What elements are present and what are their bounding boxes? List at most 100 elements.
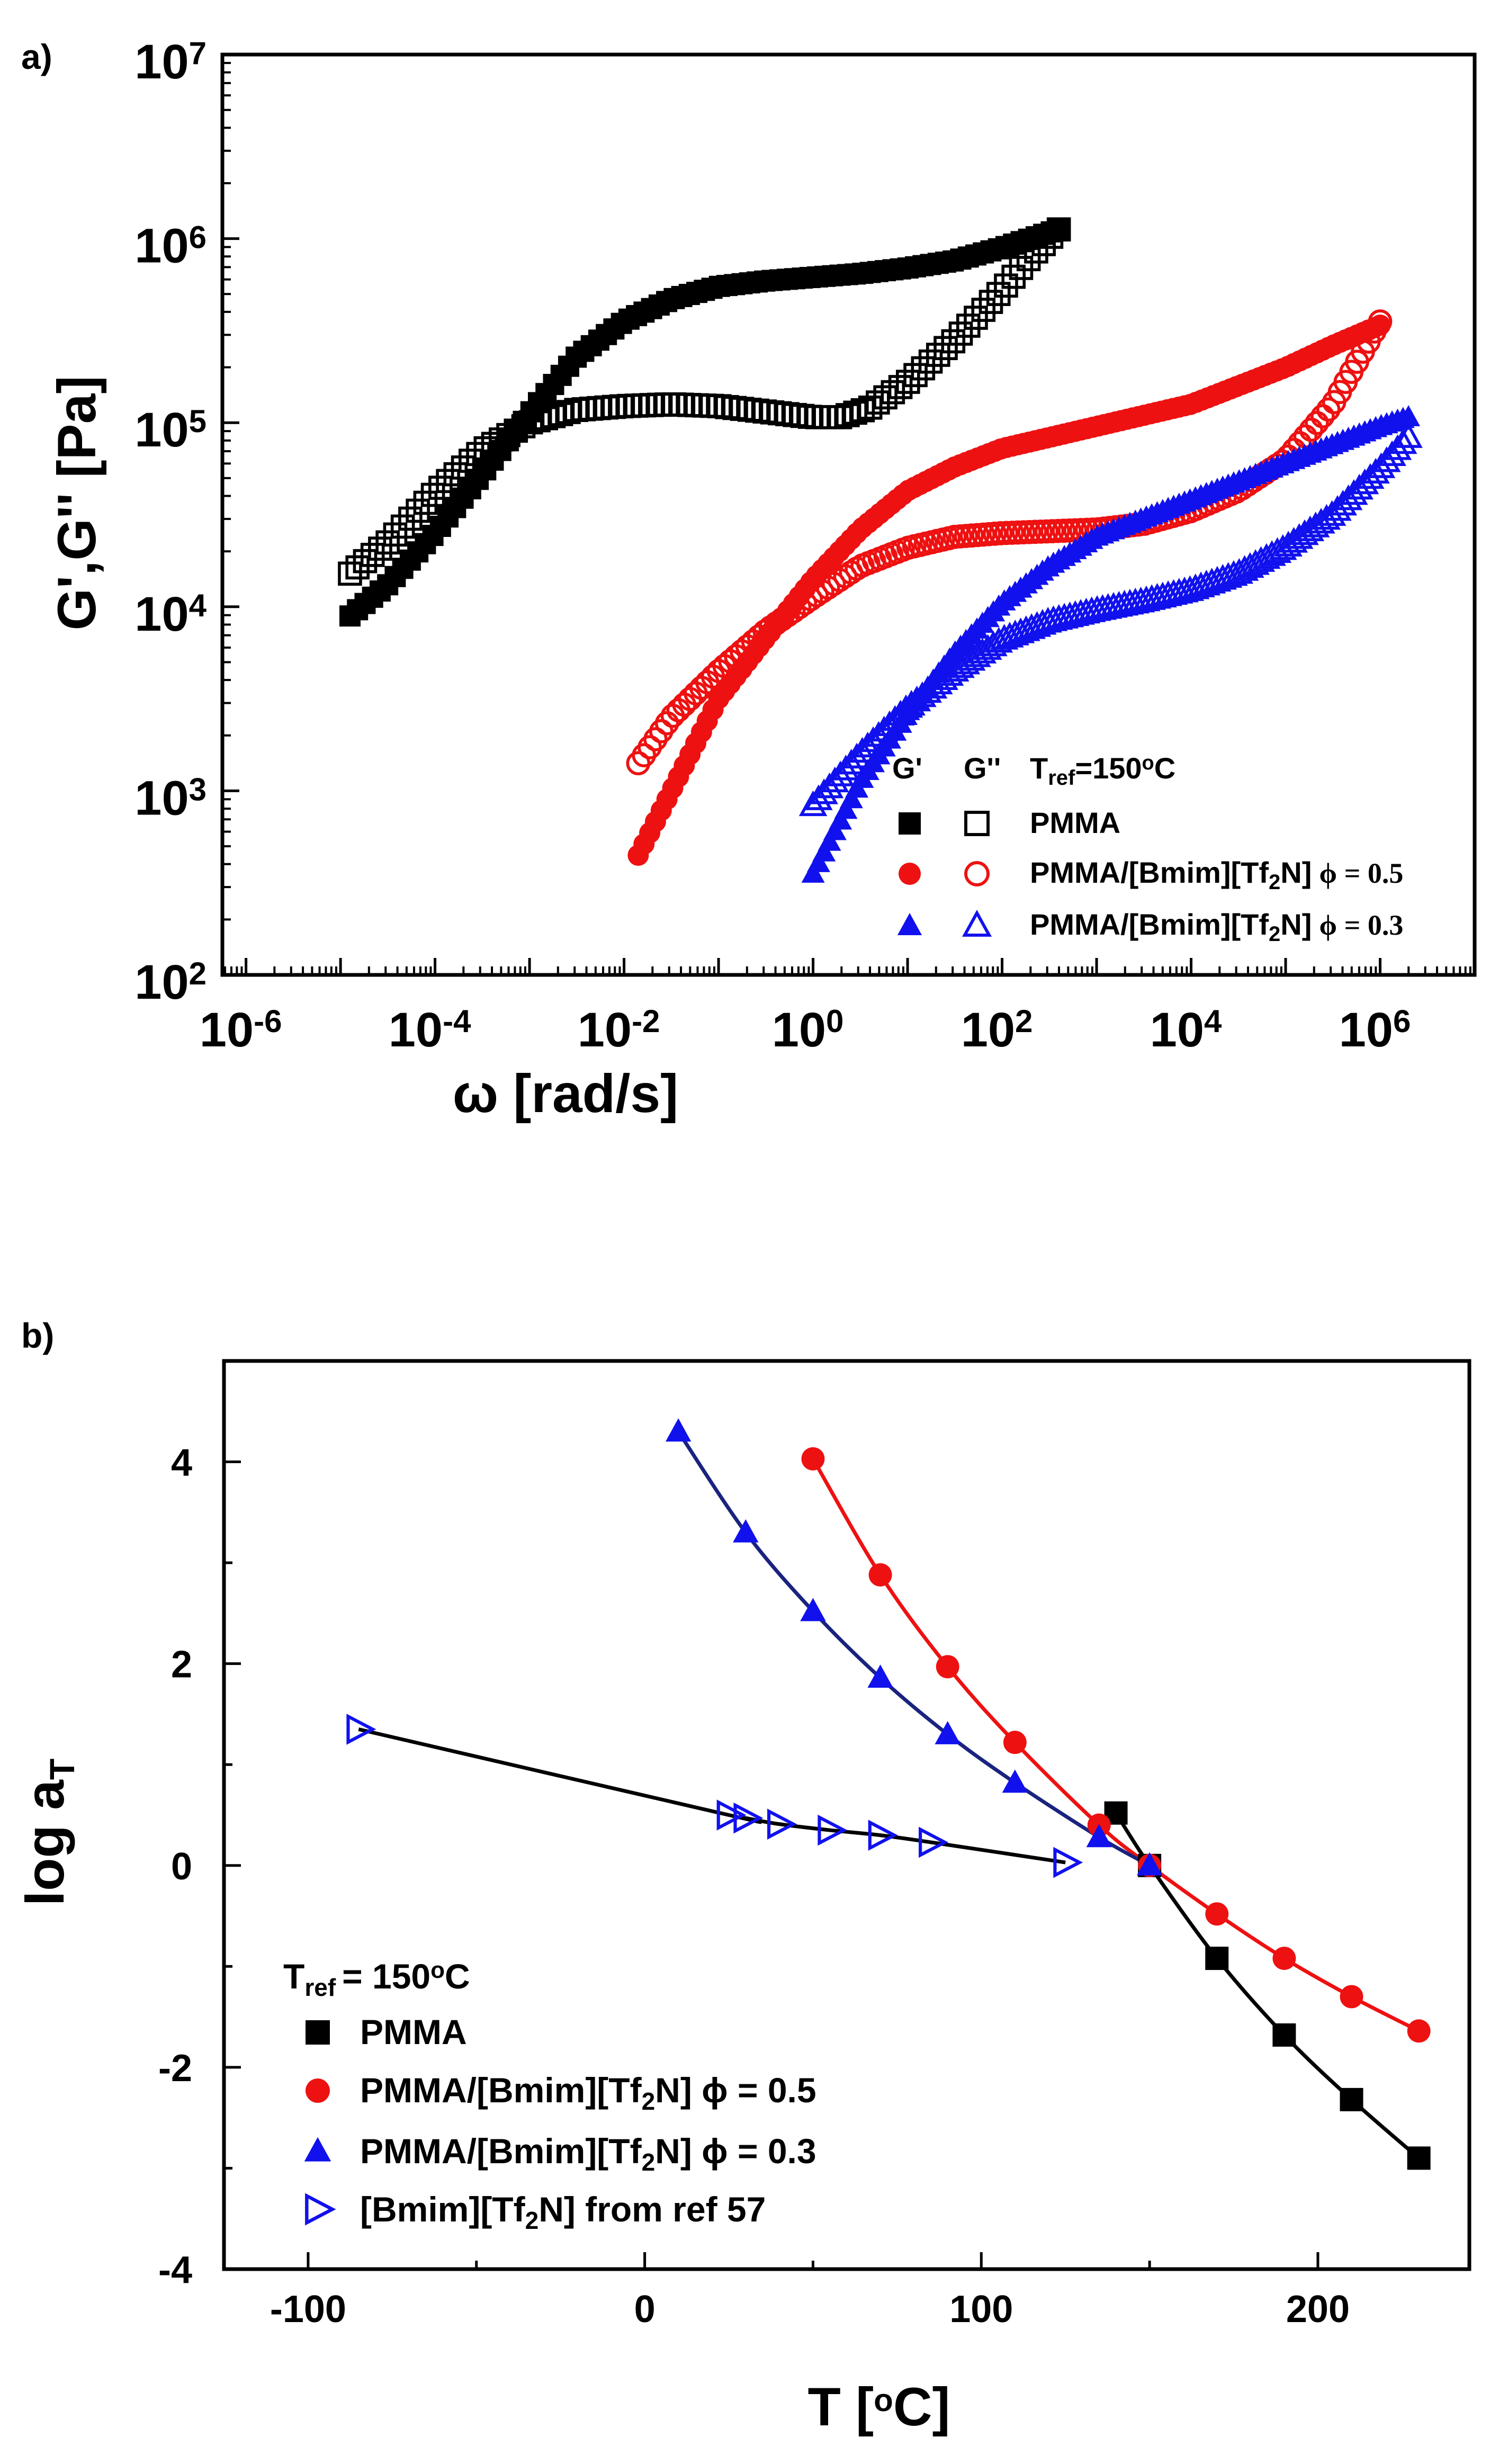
data-point [639, 393, 664, 417]
data-point [1305, 410, 1329, 435]
data-point [924, 668, 953, 695]
data-point [481, 432, 506, 456]
data-point [919, 673, 948, 699]
data-point [345, 555, 370, 580]
x-tick-label: 100 [949, 2288, 1013, 2331]
data-point [801, 862, 825, 883]
data-point [390, 514, 415, 539]
data-point [436, 469, 460, 494]
panel-a-xlabel: ω [rad/s] [453, 1063, 678, 1124]
legend-marker [304, 2137, 331, 2162]
data-point [617, 393, 641, 418]
data-point [368, 536, 392, 561]
y-tick-label: -4 [158, 2249, 192, 2291]
x-tick-label: 0 [634, 2288, 656, 2331]
data-point [868, 1563, 892, 1587]
x-tick-label: 106 [1339, 1003, 1411, 1057]
data-point [685, 393, 709, 418]
data-point [1272, 1947, 1296, 1970]
data-point [1293, 424, 1318, 449]
data-point [936, 1655, 959, 1679]
x-tick-label: 102 [961, 1003, 1033, 1057]
data-point [1383, 434, 1412, 460]
fit-line-1 [811, 1458, 1420, 2033]
data-point [823, 819, 847, 840]
data-point [1016, 247, 1041, 272]
data-point [428, 476, 453, 500]
data-point [579, 396, 604, 421]
data-point [935, 1721, 961, 1744]
legend-marker [306, 2020, 330, 2045]
panel-b-tick-labels: -100 0 100 200 4 2 0 -2 -4 [158, 1442, 1350, 2331]
legend-a-tref: Tref=150oC [1030, 751, 1175, 790]
data-point [1003, 1731, 1027, 1754]
data-point [1378, 440, 1406, 467]
data-point [1048, 219, 1070, 240]
data-point [1028, 609, 1057, 635]
data-point [733, 1519, 759, 1543]
data-point [964, 306, 988, 330]
y-tick-label: 2 [171, 1644, 192, 1686]
data-point [346, 1714, 376, 1745]
panel-b-ylabel: log aT [15, 1759, 82, 1906]
data-point [1086, 1824, 1112, 1848]
legend-marker [305, 2193, 336, 2226]
data-point [806, 850, 830, 872]
data-point [398, 506, 423, 531]
panel-b-xlabel: T [oC] [808, 2377, 950, 2437]
data-point [383, 522, 408, 547]
data-point [624, 393, 649, 418]
data-point [767, 1808, 797, 1840]
data-point [919, 1826, 948, 1858]
data-point [801, 1447, 825, 1471]
data-point [818, 1814, 848, 1846]
data-point [948, 321, 973, 346]
data-point [1316, 397, 1341, 422]
panel-a-ylabel: G',G'' [Pa] [47, 376, 107, 631]
data-point [1407, 2019, 1431, 2043]
data-point [1394, 422, 1423, 448]
data-point [868, 1820, 898, 1851]
x-tick-label: 10-2 [578, 1003, 660, 1057]
x-tick-label: 10-6 [200, 1003, 282, 1057]
legend-marker-open [964, 811, 990, 836]
series-1 [338, 217, 1071, 586]
data-point [716, 1799, 747, 1831]
data-point [665, 1418, 692, 1442]
data-point [420, 482, 445, 507]
data-point [1205, 1947, 1229, 1970]
y-tick-label: 4 [171, 1442, 192, 1484]
data-point [353, 549, 378, 574]
legend-a-gprime-header: G' [892, 751, 922, 785]
data-point [1046, 217, 1071, 242]
y-tick-label: 106 [134, 219, 207, 273]
data-point [594, 395, 618, 420]
data-point [1002, 1769, 1028, 1793]
data-point [360, 543, 385, 567]
panel-a-data [338, 217, 1423, 883]
series-3 [346, 1714, 1083, 1878]
data-point [496, 423, 520, 447]
data-point [896, 370, 920, 394]
data-point [647, 392, 671, 417]
data-point [1340, 2087, 1363, 2111]
legend-b-tref: Tref = 150oC [283, 1957, 470, 2001]
data-point [926, 343, 950, 367]
y-tick-label: 0 [171, 1845, 192, 1888]
data-point [834, 798, 858, 819]
data-point [1205, 1902, 1229, 1926]
data-point [903, 363, 928, 388]
data-point [829, 808, 852, 830]
legend-marker-open [964, 861, 990, 886]
data-point [1307, 508, 1335, 534]
data-point [1368, 309, 1393, 334]
legend-a-gdoubleprime-header: G'' [964, 751, 1001, 785]
legend-a-phi05: PMMA/[Bmim][Tf2N] ϕ = 0.5 [1030, 856, 1403, 894]
data-point [1407, 2146, 1431, 2170]
panel-a: a) G',G'' [Pa] ω [rad/s] 10-6 10-4 10-2 100… [21, 35, 1477, 1124]
data-point [473, 436, 498, 461]
legend-a-phi03: PMMA/[Bmim][Tf2N] ϕ = 0.3 [1030, 908, 1403, 946]
panel-b-label: b) [21, 1316, 54, 1355]
data-point [733, 1802, 764, 1834]
